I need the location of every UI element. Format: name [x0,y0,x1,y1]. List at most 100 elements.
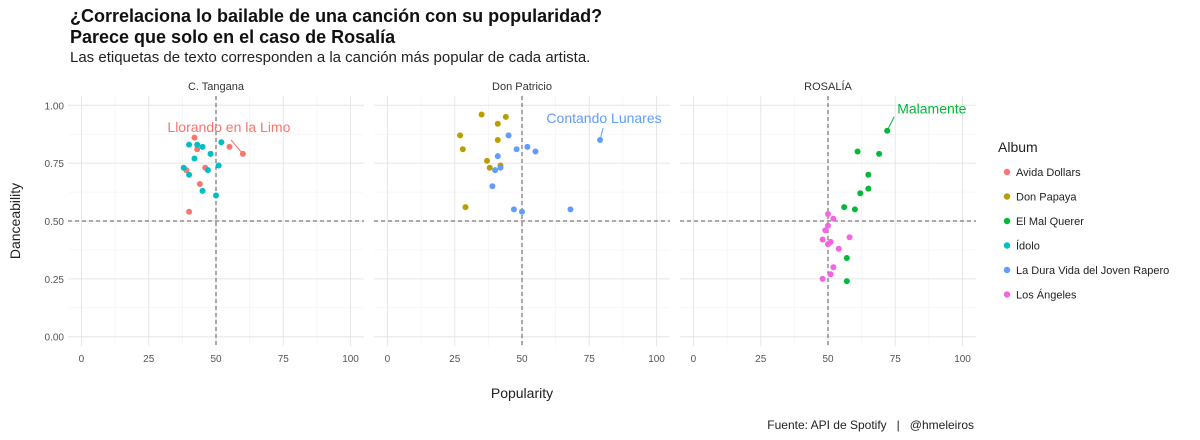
data-point [484,157,491,164]
data-point [207,150,214,157]
data-point [215,162,222,169]
y-tick-label: 0.50 [45,217,65,228]
x-tick-label: 50 [822,354,834,365]
data-point [218,139,225,146]
facet-label: C. Tangana [188,81,245,93]
legend-swatch [1003,242,1011,249]
data-point [194,146,201,153]
legend-label: La Dura Vida del Joven Rapero [1016,265,1169,277]
annotation-leader-line [230,139,244,155]
data-point [199,143,206,150]
y-tick-label: 0.75 [45,159,65,170]
annotation-label: Llorando en la Limo [167,119,290,135]
facet-panel-1: C. Tangana 0 25 50 75 100 0.00 0.25 0.50 0.75 1.00… [45,81,364,365]
data-point [843,255,850,262]
data-point [841,204,848,211]
data-point [494,120,501,127]
data-point [876,150,883,157]
data-point [846,234,853,241]
data-point [492,167,499,174]
data-point [494,136,501,143]
data-point [505,132,512,139]
data-point [830,264,837,271]
data-point [497,164,504,171]
y-tick-label: 1.00 [45,101,65,112]
x-tick-label: 100 [648,354,665,365]
x-tick-label: 0 [385,354,391,365]
annotation-label: Contando Lunares [546,110,661,126]
data-point [502,113,509,120]
y-tick-label: 0.00 [45,333,65,344]
data-point [825,211,831,218]
data-point [204,167,211,174]
x-tick-label: 25 [755,354,767,365]
data-point [865,185,872,192]
data-point [819,275,826,282]
data-point [567,206,574,213]
data-point [835,245,842,252]
data-point [213,192,219,199]
data-point [186,208,193,215]
data-point [489,183,496,190]
chart-subtitle: Las etiquetas de texto corresponden a la… [70,49,591,66]
chart-title: ¿Correlaciona lo bailable de una canción… [70,6,602,48]
data-point [199,187,206,194]
data-point [486,164,493,171]
x-tick-label: 25 [449,354,461,365]
x-axis-title: Popularity [491,385,553,401]
data-point [478,111,485,118]
facet-label: ROSALÍA [804,80,852,93]
data-point [865,171,872,178]
data-point [191,134,198,141]
data-point [462,204,469,211]
legend: Album Avida Dollars Don Papaya El Mal Quere… [998,139,1169,302]
data-point [830,215,837,222]
data-point [819,236,826,243]
data-point [524,143,531,150]
data-point [457,132,464,139]
data-point [822,227,829,234]
legend-label: Ídolo [1016,240,1040,253]
data-point [191,155,198,162]
data-point [494,153,501,160]
legend-label: Avida Dollars [1016,167,1081,179]
x-tick-label: 75 [584,354,596,365]
facet-label: Don Patricio [492,81,552,93]
data-point [513,146,520,153]
data-point [196,180,203,187]
data-point [851,206,858,213]
data-point [186,171,193,178]
x-tick-label: 75 [278,354,290,365]
annotation-leader-line [599,127,604,141]
x-tick-label: 0 [79,354,85,365]
data-point [226,143,233,150]
data-point [827,238,834,245]
annotation-label: Malamente [897,101,966,117]
x-tick-label: 50 [516,354,528,365]
source-caption: Fuente: API de Spotify | @hmeleiros [767,418,974,432]
legend-label: Don Papaya [1016,192,1077,204]
y-axis-title: Danceability [7,183,23,259]
legend-swatch [1003,168,1011,176]
x-tick-label: 50 [210,354,222,365]
legend-swatch [1003,193,1011,200]
data-point [510,206,517,213]
legend-label: El Mal Querer [1016,216,1084,228]
legend-swatch [1003,217,1011,225]
data-point [857,190,864,197]
x-tick-label: 75 [890,354,902,365]
x-tick-label: 100 [954,354,971,365]
legend-swatch [1003,291,1011,298]
legend-title: Album [998,139,1038,155]
data-point [854,148,861,155]
chart-title-line2: Parece que solo en el caso de Rosalía [70,27,396,47]
y-tick-label: 0.25 [45,275,65,286]
annotation-leader-line [886,116,895,131]
data-point [180,164,187,171]
facet-panel-3: ROSALÍA 0 25 50 75 100 Malamente [680,80,976,365]
data-point [519,208,525,215]
data-point [843,278,850,285]
chart-title-line1: ¿Correlaciona lo bailable de una canción… [70,6,603,26]
x-tick-label: 100 [342,354,359,365]
